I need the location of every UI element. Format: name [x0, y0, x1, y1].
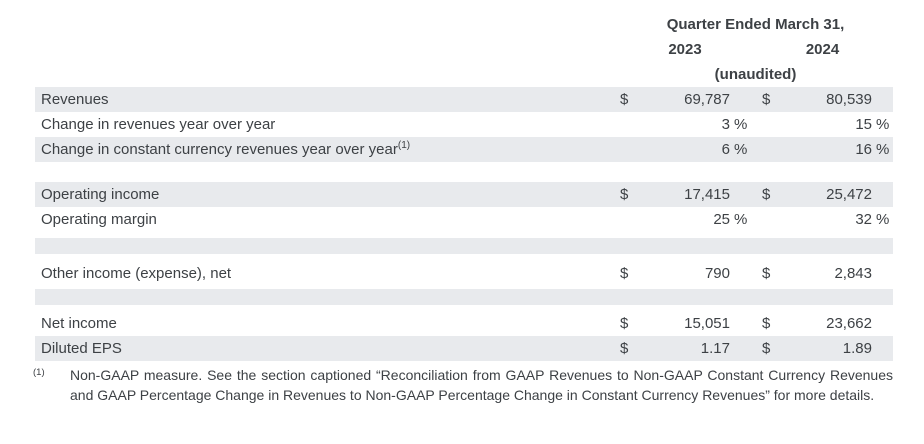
row-label: Operating margin [41, 211, 157, 228]
row-label: Other income (expense), net [41, 265, 232, 282]
shaded-divider-row [35, 289, 893, 305]
value-2023: 6 [721, 141, 730, 158]
table-row-operating-income: Operating income $ 17,415 $ 25,472 [35, 182, 893, 207]
row-label: Revenues [41, 91, 109, 108]
section-gap [35, 254, 893, 261]
header-unaudited-note: (unaudited) [714, 66, 797, 83]
table-row-diluted-eps: Diluted EPS $ 1.17 $ 1.89 [35, 336, 893, 361]
percent-sign: % [734, 211, 748, 228]
value-2024: 15 [855, 116, 872, 133]
table-row-revenues: Revenues $ 69,787 $ 80,539 [35, 87, 893, 112]
row-label: Diluted EPS [41, 340, 122, 357]
percent-sign: % [876, 141, 890, 158]
value-2024: 2,843 [834, 265, 872, 282]
table-row-operating-margin: Operating margin 25 % 32 % [35, 207, 893, 232]
value-2023: 1.17 [700, 340, 730, 357]
shaded-divider-row [35, 238, 893, 254]
footnote-text: Non-GAAP measure. See the section captio… [70, 367, 893, 403]
value-2023: 17,415 [684, 186, 730, 203]
value-2024: 25,472 [826, 186, 872, 203]
table-header-title-row: Quarter Ended March 31, [35, 12, 893, 37]
row-label-text: Change in constant currency revenues yea… [41, 141, 398, 158]
value-2024: 80,539 [826, 91, 872, 108]
currency-symbol: $ [762, 265, 771, 282]
percent-sign: % [734, 116, 748, 133]
percent-sign: % [734, 141, 748, 158]
header-period-title: Quarter Ended March 31, [666, 16, 845, 33]
value-2024: 16 [855, 141, 872, 158]
row-label: Operating income [41, 186, 160, 203]
percent-sign: % [876, 211, 890, 228]
table-header-years-row: 2023 2024 [35, 37, 893, 62]
row-label: Change in revenues year over year [41, 116, 276, 133]
currency-symbol: $ [620, 265, 629, 282]
value-2023: 15,051 [684, 315, 730, 332]
table-row-change-in-revenues: Change in revenues year over year 3 % 15… [35, 112, 893, 137]
value-2024: 32 [855, 211, 872, 228]
percent-sign: % [876, 116, 890, 133]
table-header-unaudited-row: (unaudited) [35, 62, 893, 87]
table-row-change-in-constant-currency-revenues: Change in constant currency revenues yea… [35, 137, 893, 162]
currency-symbol: $ [620, 91, 629, 108]
value-2023: 69,787 [684, 91, 730, 108]
currency-symbol: $ [762, 186, 771, 203]
footnote-ref-marker: (1) [397, 140, 411, 151]
value-2024: 1.89 [842, 340, 872, 357]
column-header-2024: 2024 [805, 41, 840, 58]
row-label: Net income [41, 315, 117, 332]
value-2024: 23,662 [826, 315, 872, 332]
value-2023: 25 [713, 211, 730, 228]
quarterly-results-table: Quarter Ended March 31, 2023 2024 (unaud… [35, 12, 893, 361]
table-row-other-income-expense-net: Other income (expense), net $ 790 $ 2,84… [35, 261, 893, 286]
currency-symbol: $ [620, 315, 629, 332]
currency-symbol: $ [620, 340, 629, 357]
currency-symbol: $ [762, 315, 771, 332]
value-2023: 3 [721, 116, 730, 133]
currency-symbol: $ [762, 340, 771, 357]
value-2023: 790 [704, 265, 730, 282]
row-label: Change in constant currency revenues yea… [35, 140, 618, 159]
currency-symbol: $ [620, 186, 629, 203]
section-gap [35, 162, 893, 182]
column-header-2023: 2023 [668, 41, 702, 58]
table-row-net-income: Net income $ 15,051 $ 23,662 [35, 311, 893, 336]
footnote-ref-marker: (1) [33, 367, 45, 378]
footnote-1: (1) Non-GAAP measure. See the section ca… [33, 366, 893, 405]
currency-symbol: $ [762, 91, 771, 108]
